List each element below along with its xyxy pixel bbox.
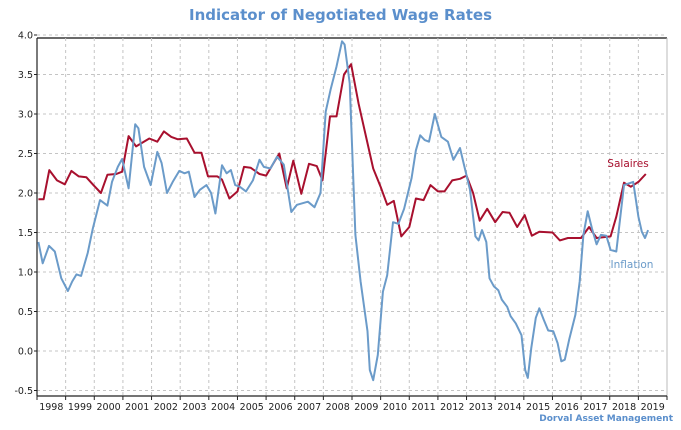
x-tick-label: 2002: [154, 402, 178, 413]
series-label-salaires: Salaires: [607, 158, 648, 170]
x-tick-label: 2013: [469, 402, 493, 413]
x-tick-label: 1998: [39, 402, 63, 413]
y-tick-label: 2.5: [18, 149, 33, 160]
x-tick-label: 2007: [297, 402, 321, 413]
x-tick-label: 2009: [354, 402, 378, 413]
y-tick-label: 3.5: [18, 70, 33, 81]
x-tick-label: 2018: [612, 402, 636, 413]
chart-title: Indicator of Negotiated Wage Rates: [188, 6, 493, 24]
x-tick-label: 2016: [555, 402, 579, 413]
series-label-inflation: Inflation: [611, 259, 654, 271]
x-tick-label: 2015: [526, 402, 550, 413]
y-tick-label: 0.5: [18, 307, 33, 318]
x-tick-label: 2006: [268, 402, 292, 413]
y-tick-label: 1.5: [18, 228, 33, 239]
x-tick-label: 2001: [125, 402, 149, 413]
x-tick-label: 2000: [96, 402, 120, 413]
x-tick-label: 1999: [68, 402, 92, 413]
y-tick-label: 0.0: [18, 347, 33, 358]
x-tick-label: 2012: [440, 402, 464, 413]
series-line-inflation: [37, 40, 650, 382]
x-tick-label: 2011: [411, 402, 435, 413]
x-tick-label: 2004: [211, 402, 235, 413]
y-tick-label: 1.0: [18, 268, 33, 279]
y-tick-label: -0.5: [14, 386, 33, 397]
x-tick-label: 2014: [497, 402, 521, 413]
x-tick-label: 2017: [583, 402, 607, 413]
source-credit: Dorval Asset Management: [539, 414, 673, 424]
y-tick-label: 3.0: [18, 110, 33, 121]
x-tick-label: 2003: [182, 402, 206, 413]
x-tick-label: 2010: [383, 402, 407, 413]
y-tick-label: 4.0: [18, 31, 33, 42]
series-line-salaires: [38, 63, 647, 242]
y-tick-label: 2.0: [18, 189, 33, 200]
x-tick-label: 2005: [240, 402, 264, 413]
x-tick-label: 2008: [326, 402, 350, 413]
x-tick-label: 2019: [641, 402, 665, 413]
